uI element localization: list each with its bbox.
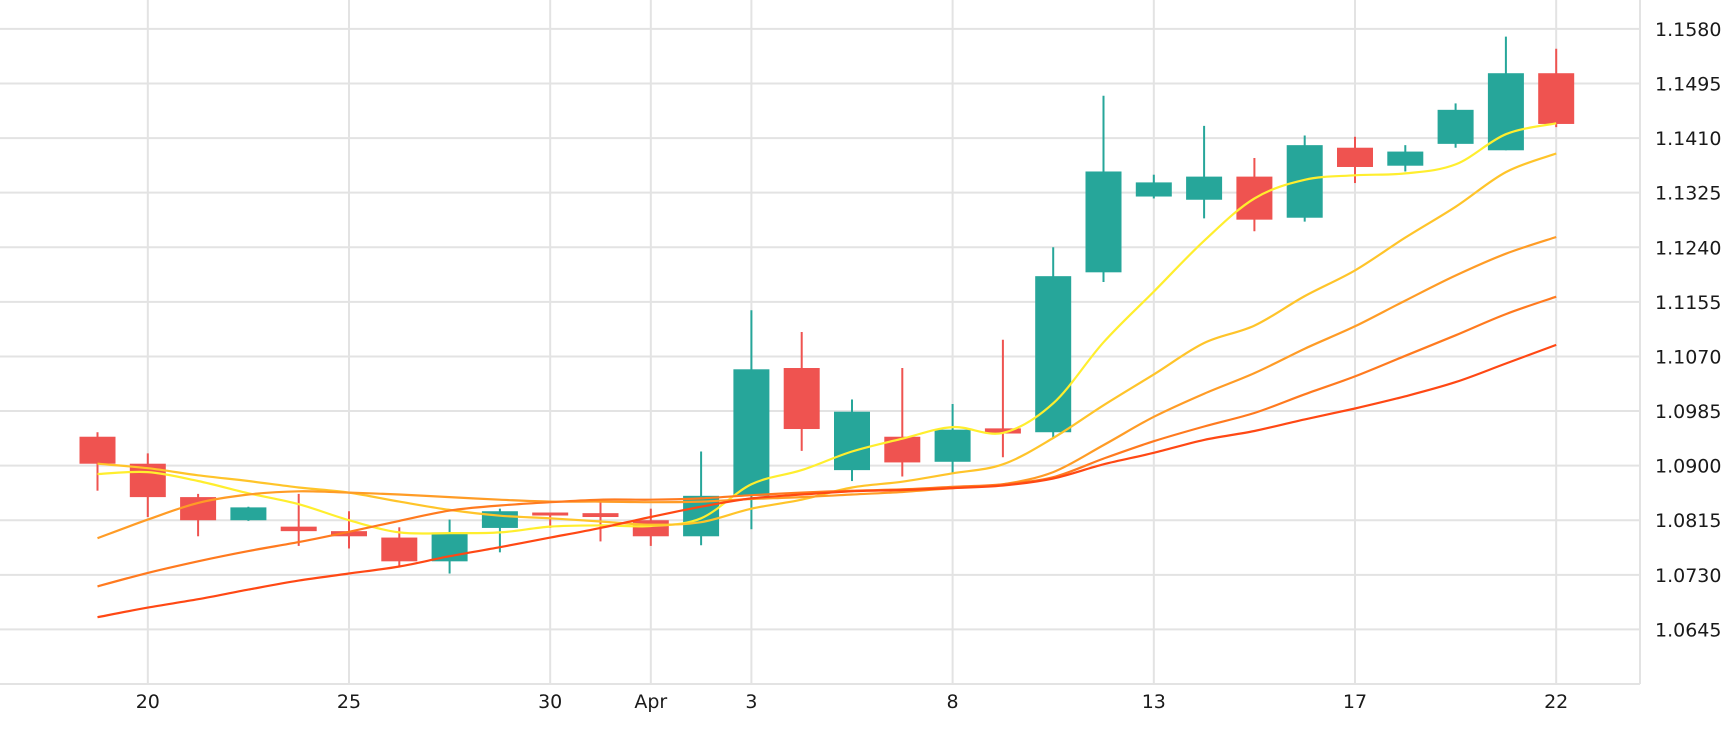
candle (934, 403, 971, 473)
candle (1035, 247, 1072, 439)
candle-body (331, 531, 367, 537)
candle (1437, 103, 1474, 148)
candle (783, 332, 820, 451)
candle-body (230, 507, 267, 521)
candle-body (1487, 73, 1524, 151)
moving-average-lines (97, 122, 1557, 619)
candle-body (532, 512, 569, 516)
candle (381, 527, 418, 566)
candle-body (783, 368, 820, 430)
y-tick-label: 1.0730 (1655, 565, 1721, 587)
y-tick-label: 1.0815 (1655, 510, 1721, 532)
x-tick-label: 30 (538, 691, 562, 713)
candle-body (834, 411, 870, 471)
x-tick-label: 8 (947, 691, 959, 713)
x-tick-label: 25 (337, 691, 361, 713)
candle-body (1437, 109, 1474, 144)
candle (1085, 95, 1122, 282)
candle-body (381, 537, 418, 562)
ma-line (97, 343, 1557, 619)
y-tick-label: 1.1495 (1655, 73, 1721, 95)
x-tick-label: 22 (1544, 691, 1568, 713)
candle (180, 493, 217, 537)
candle (280, 493, 317, 546)
candle (834, 399, 870, 482)
x-tick-label: 20 (136, 691, 160, 713)
candle-body (632, 520, 669, 537)
candle-body (1538, 73, 1575, 124)
candle-body (79, 436, 116, 464)
candle-body (733, 369, 770, 496)
candle (1538, 48, 1575, 128)
y-tick-label: 1.1410 (1655, 128, 1721, 150)
candle (733, 310, 770, 530)
candle-body (1035, 276, 1072, 433)
candle-body (1337, 147, 1373, 167)
grid-lines (0, 0, 1641, 685)
y-tick-label: 1.0645 (1655, 619, 1721, 641)
x-tick-label: Apr (634, 691, 667, 713)
y-tick-label: 1.0900 (1655, 456, 1721, 478)
y-tick-label: 1.0985 (1655, 401, 1721, 423)
candle-body (180, 497, 217, 521)
candle-body (280, 526, 317, 532)
y-tick-label: 1.1325 (1655, 183, 1721, 205)
ma-line (97, 295, 1557, 588)
y-tick-label: 1.1155 (1655, 292, 1721, 314)
y-axis-labels: 1.0645 1.0730 1.0815 1.0900 1.0985 1.1070 1.11… (1655, 19, 1721, 642)
candle (532, 512, 569, 528)
candle (1286, 135, 1323, 222)
candle-body (934, 429, 971, 462)
candle (1487, 36, 1524, 151)
y-tick-label: 1.1070 (1655, 346, 1721, 368)
candle-body (1135, 182, 1172, 197)
candle (884, 368, 921, 477)
candle (230, 506, 267, 521)
candle (331, 511, 367, 549)
x-axis-labels: 20 25 30 Apr 3 8 13 17 22 (136, 691, 1569, 713)
x-tick-label: 13 (1142, 691, 1166, 713)
candle-body (984, 428, 1021, 434)
y-tick-label: 1.1240 (1655, 237, 1721, 259)
candle (984, 339, 1021, 458)
candle-body (1286, 145, 1323, 218)
candle (1135, 174, 1172, 199)
candle-body (1186, 176, 1223, 200)
x-tick-label: 17 (1343, 691, 1367, 713)
x-tick-label: 3 (745, 691, 757, 713)
candle-body (1085, 171, 1122, 273)
y-tick-label: 1.1580 (1655, 19, 1721, 41)
candle (1387, 145, 1424, 172)
candle (1186, 125, 1223, 219)
candle-body (1387, 151, 1424, 166)
ma-line (97, 122, 1557, 535)
ma-line (97, 235, 1557, 540)
candle (79, 432, 116, 491)
candle-body (582, 513, 619, 518)
